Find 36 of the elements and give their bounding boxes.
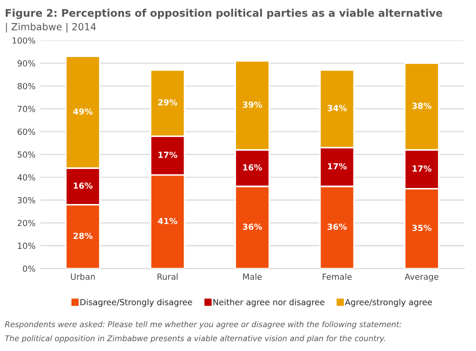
chart-title: Figure 2: Perceptions of opposition political parties as a viable alternative [6, 8, 442, 19]
y-tick-label: 0% [22, 265, 36, 272]
y-tick-label: 80% [18, 82, 36, 90]
y-tick-label: 20% [18, 220, 36, 226]
x-tick-label: Female [322, 273, 352, 280]
data-label: 34% [328, 104, 347, 112]
data-label: 28% [74, 232, 93, 239]
y-tick-label: 40% [17, 174, 36, 181]
y-tick-label: 100% [12, 37, 36, 44]
x-tick-label: Male [243, 273, 262, 280]
data-label: 49% [73, 108, 93, 115]
data-label: 36% [242, 224, 262, 230]
y-tick-label: 60% [18, 128, 36, 135]
y-tick-label: 50% [18, 151, 36, 158]
x-tick-label: Average [404, 274, 438, 282]
legend-label: Disagree/Strongly disagree [80, 298, 192, 307]
data-label: 16% [243, 164, 262, 171]
x-tick-label: Rural [158, 273, 178, 280]
legend-label: Neither agree nor disagree [213, 298, 324, 307]
legend-label: Agree/strongly agree [344, 298, 432, 307]
data-label: 36% [328, 224, 347, 230]
y-tick-label: 70% [18, 106, 36, 112]
data-label: 17% [328, 163, 347, 170]
data-label: 17% [158, 152, 178, 158]
data-label: 39% [242, 102, 262, 108]
x-tick-label: Urban [70, 273, 95, 280]
y-tick-label: 10% [18, 242, 36, 249]
y-tick-label: 30% [18, 197, 36, 204]
y-tick-label: 90% [18, 60, 36, 66]
chart-subtitle: | Zimbabwe | 2014 [6, 22, 96, 33]
data-label: 38% [412, 102, 432, 109]
data-label: 35% [412, 224, 432, 232]
data-label: 29% [158, 99, 178, 106]
data-label: 41% [158, 218, 178, 224]
data-label: 16% [74, 182, 93, 189]
data-label: 17% [412, 165, 432, 172]
